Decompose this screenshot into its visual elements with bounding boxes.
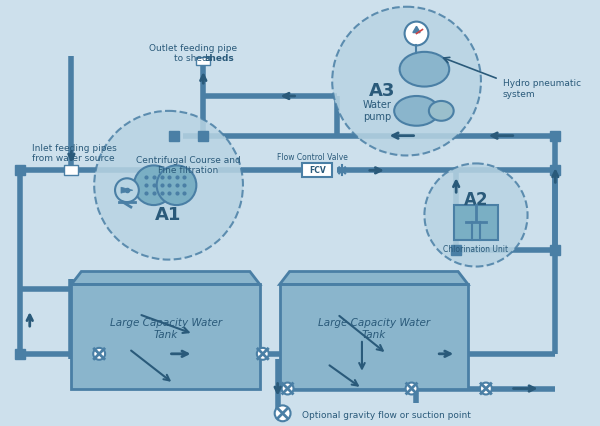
Text: Hydro pneumatic
system: Hydro pneumatic system — [503, 79, 581, 99]
Text: Large Capacity Water
Tank: Large Capacity Water Tank — [110, 318, 221, 340]
Ellipse shape — [400, 52, 449, 86]
Circle shape — [94, 111, 243, 259]
Text: Large Capacity Water
Tank: Large Capacity Water Tank — [318, 318, 430, 340]
Text: A3: A3 — [368, 82, 395, 100]
Text: Water
pump: Water pump — [362, 100, 391, 122]
Text: sheds: sheds — [204, 54, 234, 63]
Polygon shape — [71, 271, 260, 285]
Text: Optional gravity flow or suction point: Optional gravity flow or suction point — [302, 411, 471, 420]
Text: Inlet feeding pipes
from water source: Inlet feeding pipes from water source — [32, 144, 116, 163]
Text: A2: A2 — [464, 191, 488, 209]
Bar — [302, 164, 332, 177]
Bar — [454, 205, 498, 240]
Circle shape — [257, 348, 269, 360]
Ellipse shape — [394, 96, 439, 126]
Circle shape — [332, 7, 481, 155]
Ellipse shape — [429, 101, 454, 121]
Text: FCV: FCV — [309, 166, 326, 175]
Text: Outlet feeding pipe
to sheds: Outlet feeding pipe to sheds — [149, 43, 238, 63]
Circle shape — [134, 165, 173, 205]
Circle shape — [424, 164, 527, 267]
Bar — [196, 58, 210, 65]
Polygon shape — [121, 187, 133, 193]
Circle shape — [115, 178, 139, 202]
Circle shape — [480, 383, 492, 394]
Circle shape — [157, 165, 196, 205]
Circle shape — [404, 22, 428, 46]
Circle shape — [281, 383, 293, 394]
FancyBboxPatch shape — [71, 285, 260, 389]
Polygon shape — [280, 271, 468, 285]
Circle shape — [406, 383, 418, 394]
Circle shape — [93, 348, 105, 360]
FancyBboxPatch shape — [280, 285, 468, 389]
Text: Flow Control Valve: Flow Control Valve — [277, 153, 348, 162]
Text: Chlorination Unit: Chlorination Unit — [443, 245, 509, 254]
Text: Centrifugal Course and
Fine filtration: Centrifugal Course and Fine filtration — [136, 155, 241, 175]
Text: A1: A1 — [155, 206, 182, 224]
Circle shape — [275, 406, 290, 421]
Bar — [64, 165, 79, 176]
